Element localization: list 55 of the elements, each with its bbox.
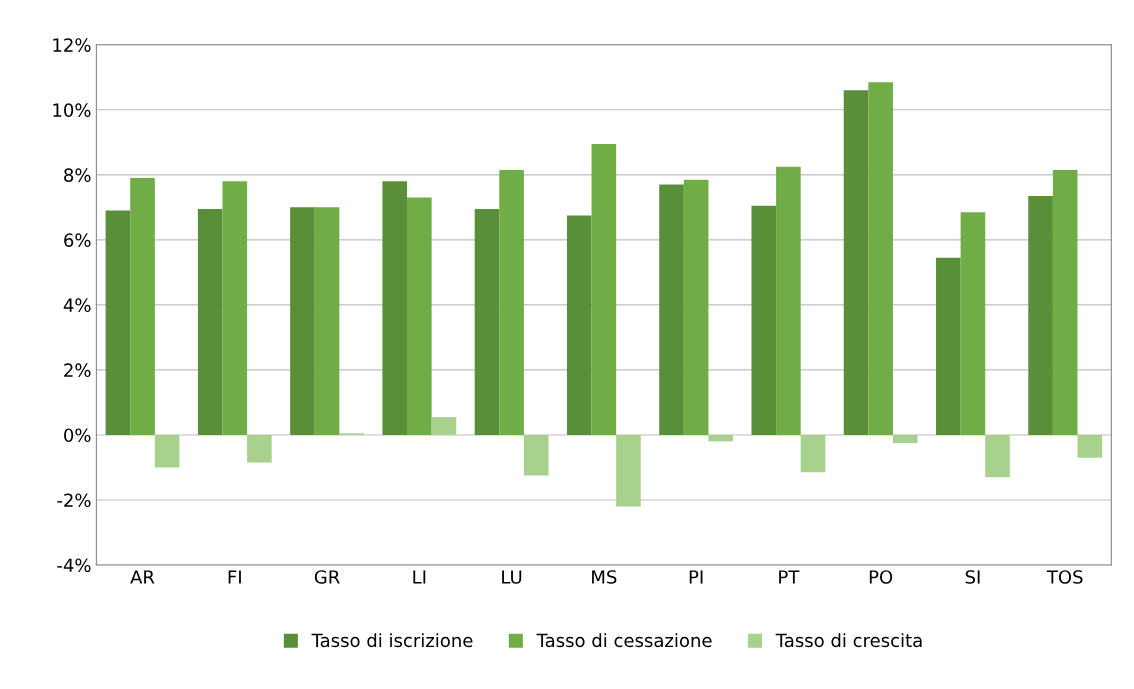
bar — [868, 82, 893, 435]
y-tick-label: 4% — [63, 298, 91, 312]
x-tick-label: LI — [413, 570, 426, 584]
bar — [290, 207, 315, 435]
x-tick-label: FI — [228, 570, 241, 584]
bar — [431, 417, 457, 435]
x-tick-label: GR — [314, 570, 340, 584]
bar — [1077, 434, 1103, 458]
bar — [892, 434, 918, 444]
bar — [499, 169, 524, 435]
y-tick-label: 6% — [64, 233, 91, 247]
bar — [751, 205, 777, 435]
y-tick-label: 12% — [53, 38, 91, 52]
x-tick-label: TOS — [1046, 570, 1083, 584]
legend-label: Tasso di cessazione — [536, 633, 712, 648]
bar — [407, 197, 432, 435]
bar — [523, 434, 549, 476]
bar — [474, 208, 500, 435]
y-tick-label: -2% — [57, 493, 91, 508]
bar — [659, 184, 684, 435]
bar — [382, 181, 408, 435]
bar — [708, 434, 734, 442]
bar — [130, 178, 155, 435]
y-tick-label: 8% — [64, 168, 91, 182]
bar — [683, 179, 709, 435]
x-tick-label: MS — [592, 570, 617, 584]
legend-label: Tasso di iscrizione — [311, 633, 473, 648]
x-tick-label: PT — [779, 570, 800, 584]
bar — [197, 208, 223, 435]
x-tick-label: SI — [965, 570, 980, 584]
y-tick-label: 0% — [64, 428, 91, 443]
bar — [105, 210, 131, 435]
x-tick-label: LU — [502, 570, 522, 584]
y-tick-label: 2% — [64, 363, 91, 378]
bar — [247, 434, 272, 463]
bar — [776, 166, 801, 435]
bar — [936, 257, 961, 435]
x-tick-label: PI — [689, 570, 703, 584]
bar — [960, 212, 986, 435]
bar — [154, 434, 180, 468]
bar — [222, 181, 248, 435]
x-tick-label: PO — [869, 570, 893, 584]
bar — [314, 207, 340, 435]
bar — [566, 215, 592, 435]
y-tick-label: 10% — [53, 103, 91, 117]
bar — [985, 434, 1010, 478]
bar — [616, 434, 641, 507]
y-tick-label: -4% — [57, 558, 91, 573]
bar — [1028, 195, 1053, 435]
legend-label: Tasso di crescita — [775, 633, 922, 648]
bar — [591, 143, 617, 435]
bar — [843, 90, 869, 435]
x-tick-label: AR — [130, 570, 155, 584]
bar — [1052, 169, 1078, 435]
bar — [800, 434, 826, 473]
